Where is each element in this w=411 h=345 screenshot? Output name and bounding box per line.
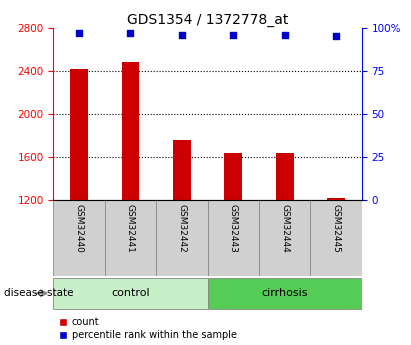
Bar — [208, 200, 259, 276]
Bar — [259, 200, 310, 276]
Bar — [208, 278, 362, 309]
Bar — [173, 140, 191, 200]
Legend: count, percentile rank within the sample: count, percentile rank within the sample — [58, 317, 237, 340]
Point — [178, 32, 185, 37]
Bar — [122, 62, 139, 200]
Bar — [224, 152, 242, 200]
Bar — [70, 69, 88, 200]
Text: control: control — [111, 288, 150, 297]
Text: GSM32441: GSM32441 — [126, 204, 135, 253]
Bar — [53, 278, 208, 309]
Point — [127, 30, 134, 36]
Text: GSM32443: GSM32443 — [229, 204, 238, 253]
Text: GSM32444: GSM32444 — [280, 204, 289, 253]
Bar — [327, 198, 345, 200]
Text: cirrhosis: cirrhosis — [261, 288, 308, 297]
Title: GDS1354 / 1372778_at: GDS1354 / 1372778_at — [127, 12, 288, 27]
Text: GSM32442: GSM32442 — [178, 204, 186, 253]
Bar — [310, 200, 362, 276]
Point — [76, 30, 82, 36]
Text: disease state: disease state — [4, 288, 74, 298]
Bar — [276, 152, 293, 200]
Point — [333, 33, 339, 39]
Bar — [156, 200, 208, 276]
Text: GSM32445: GSM32445 — [332, 204, 340, 253]
Text: GSM32440: GSM32440 — [75, 204, 83, 253]
Point — [230, 32, 237, 37]
Point — [281, 32, 288, 37]
Bar — [53, 200, 105, 276]
Bar — [105, 200, 156, 276]
